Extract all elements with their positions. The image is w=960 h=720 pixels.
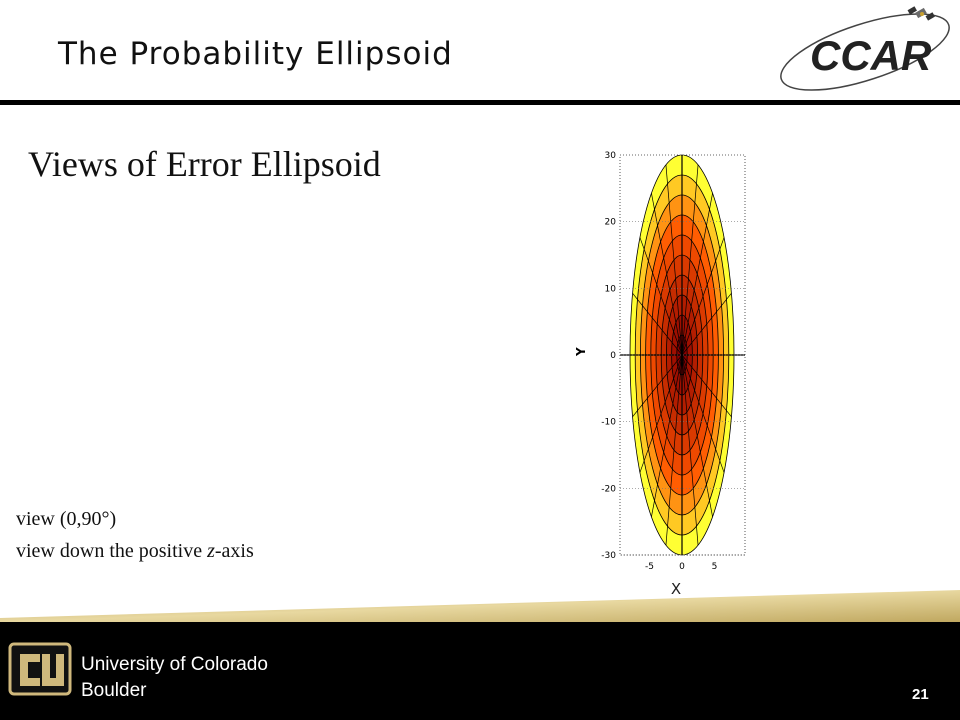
- meridian-line: [632, 354, 683, 418]
- ellipsoid-plot: 30 20 10 0 -10 -20 -30 -5 0 5 Y X: [565, 145, 765, 604]
- meridian-line: [681, 237, 725, 356]
- y-tick-label: 30: [605, 151, 617, 161]
- meridian-line: [681, 354, 725, 473]
- slide-title: The Probability Ellipsoid: [58, 36, 453, 72]
- y-tick-label: 10: [605, 284, 617, 294]
- caption-line-2: view down the positive z-axis: [16, 535, 254, 567]
- y-axis-label: Y: [574, 347, 588, 357]
- meridian-line: [681, 292, 732, 356]
- caption-axis: z: [207, 540, 215, 562]
- caption-suffix: -axis: [214, 540, 254, 562]
- caption: view (0,90°) view down the positive z-ax…: [16, 503, 254, 567]
- title-divider: [0, 100, 960, 105]
- x-tick-label: -5: [645, 562, 654, 572]
- meridian-line: [665, 164, 683, 356]
- meridian-line: [632, 292, 683, 356]
- page-number: 21: [912, 686, 929, 703]
- cu-logo-icon: [6, 638, 76, 702]
- meridian-line: [681, 354, 713, 517]
- ccar-logo: CCAR: [770, 2, 960, 104]
- meridian-line: [665, 354, 683, 546]
- section-heading: Views of Error Ellipsoid: [28, 144, 381, 184]
- meridian-line: [681, 193, 713, 356]
- caption-line-1: view (0,90°): [16, 508, 117, 530]
- university-name: University of Colorado Boulder: [81, 652, 268, 704]
- gold-band: [0, 590, 960, 622]
- x-axis-label: X: [671, 580, 681, 598]
- plot-axes: [619, 154, 746, 556]
- meridian-line: [681, 354, 732, 418]
- meridian-line: [651, 193, 683, 356]
- meridian-line: [639, 237, 683, 356]
- y-tick-label: 0: [610, 351, 616, 361]
- ccar-logo-text: CCAR: [810, 32, 932, 79]
- tick-labels: 30 20 10 0 -10 -20 -30 -5 0 5: [601, 151, 717, 572]
- meridian-line: [681, 164, 699, 356]
- x-tick-label: 5: [712, 562, 718, 572]
- meridian-line: [681, 354, 699, 546]
- y-tick-label: -20: [601, 484, 616, 494]
- satellite-icon: [907, 6, 935, 21]
- caption-prefix: view down the positive: [16, 540, 208, 562]
- y-tick-label: -30: [601, 551, 616, 561]
- meridian-line: [639, 354, 683, 473]
- y-tick-label: -10: [601, 418, 616, 428]
- university-name-line-1: University of Colorado: [81, 654, 268, 675]
- university-name-line-2: Boulder: [81, 680, 147, 701]
- meridian-line: [651, 354, 683, 517]
- y-tick-label: 20: [605, 218, 617, 228]
- footer-bar: [0, 622, 960, 720]
- x-tick-label: 0: [679, 562, 685, 572]
